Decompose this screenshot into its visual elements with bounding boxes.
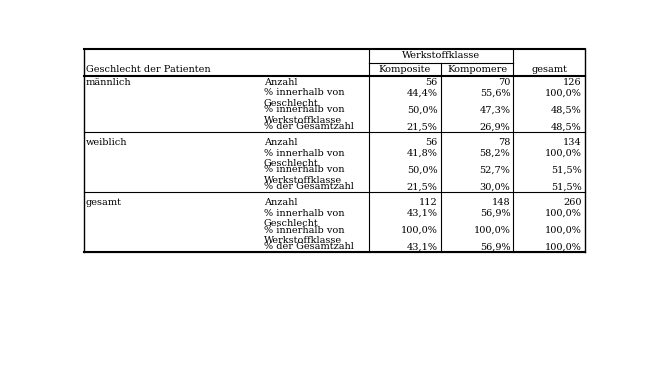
Text: 112: 112 [419, 198, 438, 207]
Text: 48,5%: 48,5% [551, 105, 581, 114]
Text: 100,0%: 100,0% [545, 242, 581, 251]
Text: 43,1%: 43,1% [407, 242, 438, 251]
Text: 26,9%: 26,9% [479, 122, 510, 131]
Text: gesamt: gesamt [531, 65, 567, 74]
Text: 70: 70 [498, 78, 510, 87]
Text: 56,9%: 56,9% [479, 242, 510, 251]
Text: % der Gesamtzahl: % der Gesamtzahl [264, 182, 354, 191]
Text: 41,8%: 41,8% [407, 149, 438, 158]
Text: Komposite: Komposite [379, 65, 431, 74]
Text: Anzahl: Anzahl [264, 138, 298, 147]
Text: % innerhalb von
Werkstoffklasse: % innerhalb von Werkstoffklasse [264, 165, 345, 185]
Text: 260: 260 [563, 198, 581, 207]
Text: 47,3%: 47,3% [479, 105, 510, 114]
Text: 43,1%: 43,1% [407, 208, 438, 218]
Text: 56,9%: 56,9% [479, 208, 510, 218]
Text: % innerhalb von
Geschlecht: % innerhalb von Geschlecht [264, 88, 345, 108]
Text: 21,5%: 21,5% [407, 122, 438, 131]
Text: Anzahl: Anzahl [264, 198, 298, 207]
Text: 100,0%: 100,0% [545, 88, 581, 97]
Text: gesamt: gesamt [86, 198, 122, 207]
Text: Anzahl: Anzahl [264, 78, 298, 87]
Text: 78: 78 [498, 138, 510, 147]
Text: % der Gesamtzahl: % der Gesamtzahl [264, 122, 354, 131]
Text: 51,5%: 51,5% [551, 165, 581, 174]
Text: Kompomere: Kompomere [447, 65, 507, 74]
Text: 48,5%: 48,5% [551, 122, 581, 131]
Text: % der Gesamtzahl: % der Gesamtzahl [264, 242, 354, 251]
Text: 100,0%: 100,0% [401, 226, 438, 235]
Text: 50,0%: 50,0% [407, 105, 438, 114]
Text: 50,0%: 50,0% [407, 165, 438, 174]
Text: 51,5%: 51,5% [551, 182, 581, 191]
Text: 30,0%: 30,0% [479, 182, 510, 191]
Text: 44,4%: 44,4% [407, 88, 438, 97]
Text: 100,0%: 100,0% [545, 208, 581, 218]
Text: 21,5%: 21,5% [407, 182, 438, 191]
Text: Geschlecht der Patienten: Geschlecht der Patienten [86, 65, 210, 74]
Text: Werkstoffklasse: Werkstoffklasse [402, 51, 480, 60]
Text: % innerhalb von
Geschlecht: % innerhalb von Geschlecht [264, 149, 345, 168]
Text: % innerhalb von
Werkstoffklasse: % innerhalb von Werkstoffklasse [264, 105, 345, 125]
Text: 126: 126 [563, 78, 581, 87]
Text: 52,7%: 52,7% [479, 165, 510, 174]
Text: 56: 56 [425, 138, 438, 147]
Text: männlich: männlich [86, 78, 131, 87]
Text: 56: 56 [425, 78, 438, 87]
Text: weiblich: weiblich [86, 138, 127, 147]
Text: 134: 134 [563, 138, 581, 147]
Text: % innerhalb von
Werkstoffklasse: % innerhalb von Werkstoffklasse [264, 226, 345, 245]
Text: 100,0%: 100,0% [545, 149, 581, 158]
Text: 100,0%: 100,0% [545, 226, 581, 235]
Text: 100,0%: 100,0% [473, 226, 510, 235]
Text: 148: 148 [492, 198, 510, 207]
Text: 58,2%: 58,2% [479, 149, 510, 158]
Text: 55,6%: 55,6% [479, 88, 510, 97]
Text: % innerhalb von
Geschlecht: % innerhalb von Geschlecht [264, 208, 345, 228]
